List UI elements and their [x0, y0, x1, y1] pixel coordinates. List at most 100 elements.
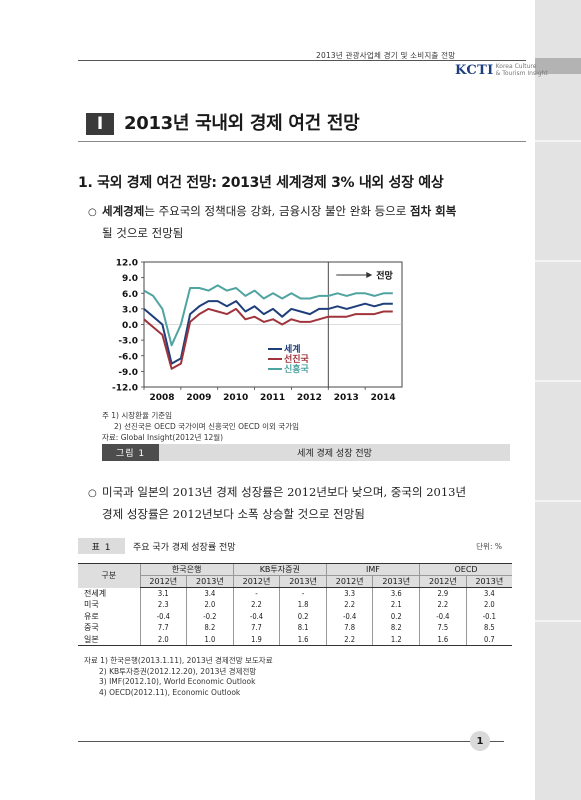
source-line: 자료 1) 한국은행(2013.1.11), 2013년 경제전망 보도자료 [84, 656, 273, 665]
table-cell: 2.2 [325, 633, 373, 646]
table-title: 주요 국가 경제 성장률 전망 [133, 542, 236, 553]
table-cell: 2.0 [186, 599, 234, 611]
table-cell: 1.0 [186, 633, 234, 646]
table-cell: -0.4 [419, 610, 467, 622]
x-tick-label: 2012 [297, 393, 322, 403]
figure-source: 자료: Global Insight(2012년 12월) [102, 433, 224, 442]
group-header: OECD [419, 563, 512, 576]
series-line [143, 284, 393, 347]
year-header: 2013년 [372, 575, 420, 588]
table-row: 일본 2.0 1.0 1.9 1.6 2.2 1.2 1.6 0.7 [78, 633, 512, 646]
table-cell: 1.6 [279, 633, 327, 646]
y-tick-label: -12.0 [112, 384, 138, 394]
figure-note: 주 1) 시장환율 기준임 [102, 411, 173, 420]
table-row: 중국 7.7 8.2 7.7 8.1 7.8 8.2 7.5 8.5 [78, 622, 512, 634]
table-cell: 2.1 [372, 599, 420, 611]
paragraph-line1: 미국과 일본의 2013년 경제 성장률은 2012년보다 낮으며, 중국의 2… [102, 485, 467, 499]
table-cell: - [279, 587, 327, 599]
paragraph-line2: 될 것으로 전망됨 [102, 226, 184, 240]
table-label: 표 1 [78, 538, 125, 554]
x-tick-label: 2009 [186, 393, 211, 403]
y-tick-label: 0.0 [122, 321, 138, 331]
forecast-label: 전망 [376, 270, 393, 282]
table-cell: 0.7 [465, 633, 512, 646]
y-tick-label: -9.0 [118, 368, 138, 378]
table-cell: 3.3 [325, 587, 373, 599]
bullet-marker: ○ [88, 488, 97, 499]
table-cell: -0.2 [186, 610, 234, 622]
group-header: KB투자증권 [232, 563, 327, 576]
table-cell: 2.9 [419, 587, 467, 599]
table-cell: 8.2 [372, 622, 420, 634]
table-cell: 7.7 [232, 622, 280, 634]
legend-label: 신흥국 [284, 363, 310, 375]
table-unit: 단위: % [476, 541, 502, 551]
table-cell: 2.0 [465, 599, 512, 611]
table-cell: 1.2 [372, 633, 420, 646]
table-row: 미국 2.3 2.0 2.2 1.8 2.2 2.1 2.2 2.0 [78, 599, 512, 611]
year-header: 2013년 [465, 575, 512, 588]
table-cell: 3.6 [372, 587, 420, 599]
table-cell: 2.2 [325, 599, 373, 611]
footer-rule [78, 741, 504, 742]
y-tick-label: -6.0 [118, 352, 138, 362]
band-stripe [535, 260, 581, 262]
legend-label: 선진국 [284, 353, 310, 365]
kcti-logo: KCTI Korea Culture & Tourism Insight [455, 63, 548, 78]
year-header: 2012년 [232, 575, 280, 588]
table-cell: 3.4 [186, 587, 234, 599]
source-line: 4) OECD(2012.11), Economic Outlook [99, 687, 241, 697]
band-stripe [535, 620, 581, 622]
running-header: 2013년 관광사업체 경기 및 소비지출 전망 [316, 51, 456, 60]
legend-label: 세계 [284, 343, 301, 355]
logo-subtitle: Korea Culture & Tourism Insight [495, 63, 548, 77]
source-line: 3) IMF(2012.10), World Economic Outlook [99, 677, 256, 686]
x-tick-label: 2011 [260, 393, 285, 403]
figure-label: 그림 1 [102, 444, 159, 461]
section-heading: I 2013년 국내외 경제 여건 전망 [78, 110, 526, 142]
growth-table: 구분 한국은행 KB투자증권 IMF OECD 2012년 2013년 2012… [78, 563, 512, 646]
table-cell: 2.2 [419, 599, 467, 611]
logo-wordmark: KCTI [455, 63, 494, 78]
right-margin-band [535, 0, 581, 800]
table-cell: 3.4 [465, 587, 512, 599]
forecast-arrowhead [366, 272, 373, 278]
x-tick-label: 2014 [371, 393, 396, 403]
group-header: 한국은행 [139, 563, 234, 576]
figure-note: 2) 선진국은 OECD 국가이며 신흥국인 OECD 이외 국가임 [114, 422, 299, 431]
source-line: 2) KB투자증권(2012.12.20), 2013년 경제전망 [99, 666, 257, 676]
bold-lead: 세계경제 [102, 204, 145, 218]
table-cell: 2.3 [139, 599, 187, 611]
paragraph-country-outlook: ○ 미국과 일본의 2013년 경제 성장률은 2012년보다 낮으며, 중국의 … [88, 482, 508, 525]
year-header: 2012년 [139, 575, 187, 588]
figure-title: 세계 경제 성장 전망 [159, 444, 510, 461]
chart-svg: 12.0 9.0 6.0 3.0 0.0 -3.0 -6.0 -9.0 -12.0 2008 200… [112, 259, 403, 403]
bold-tail: 점차 회복 [410, 204, 457, 218]
row-label: 중국 [84, 623, 99, 633]
table-cell: 7.7 [139, 622, 187, 634]
table-corner-header: 구분 [78, 563, 140, 588]
row-label: 유로 [84, 611, 99, 621]
table-cell: 0.2 [279, 610, 327, 622]
paragraph-world-economy: ○ 세계경제는 주요국의 정책대응 강화, 금융시장 불안 완화 등으로 점차 회… [88, 201, 508, 244]
world-growth-chart: 12.0 9.0 6.0 3.0 0.0 -3.0 -6.0 -9.0 -12.0 2008 200… [100, 252, 406, 407]
band-stripe [535, 140, 581, 142]
table-row: 유로 -0.4 -0.2 -0.4 0.2 -0.4 0.2 -0.4 -0.1 [78, 610, 512, 622]
series-line [143, 300, 393, 365]
logo-sub-line2: & Tourism Insight [495, 69, 548, 77]
year-header: 2013년 [186, 575, 234, 588]
y-tick-label: -3.0 [118, 337, 138, 347]
year-header: 2012년 [419, 575, 467, 588]
paragraph-line2: 경제 성장률은 2012년보다 소폭 상승할 것으로 전망됨 [102, 507, 365, 521]
x-tick-label: 2010 [223, 393, 248, 403]
table-cell: 7.8 [325, 622, 373, 634]
table-cell: 8.1 [279, 622, 327, 634]
figure-caption: 그림 1 세계 경제 성장 전망 [102, 444, 510, 461]
table-body: 전세계 3.1 3.4- -3.3 3.6 2.9 3.4 미국 2.3 2.0 2.2 1.8 2.2… [78, 587, 512, 646]
table-cell: 2.2 [232, 599, 280, 611]
year-header: 2012년 [325, 575, 373, 588]
page-number: 1 [470, 731, 490, 751]
band-stripe [535, 380, 581, 382]
table-cell: -0.4 [139, 610, 187, 622]
table-cell: 8.5 [465, 622, 512, 634]
